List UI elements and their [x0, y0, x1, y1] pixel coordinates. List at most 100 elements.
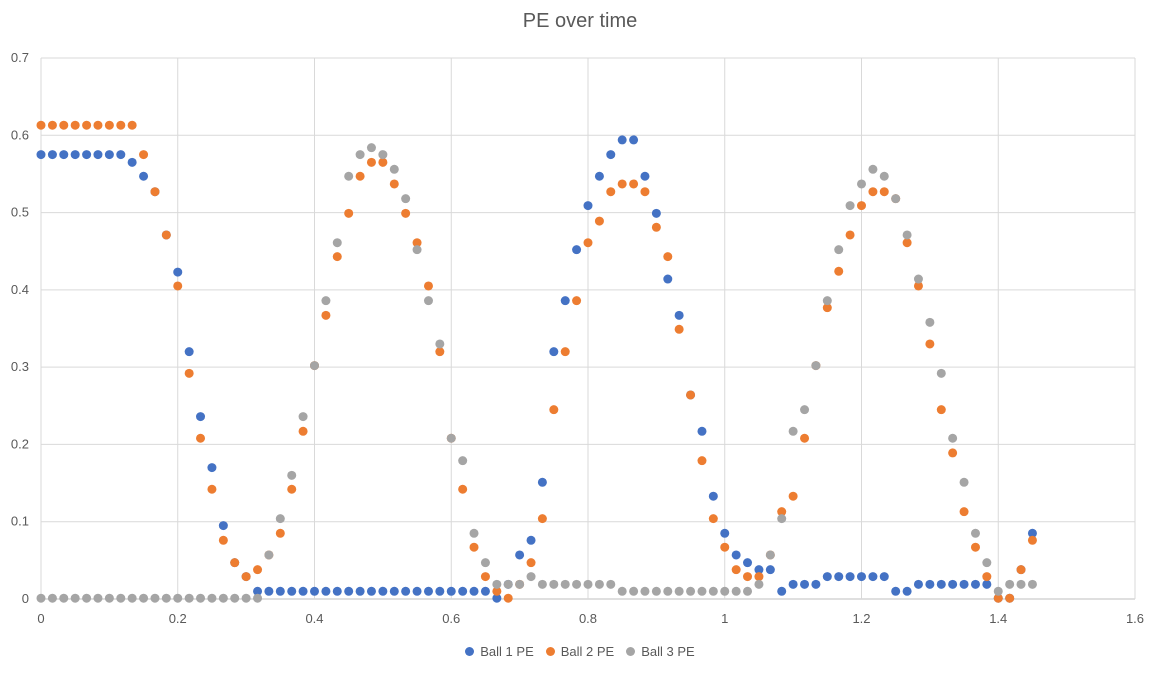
data-point-ball-3	[765, 550, 775, 560]
data-point-ball-2	[104, 120, 114, 130]
data-point-ball-2	[218, 535, 228, 545]
data-point-ball-3	[298, 412, 308, 422]
data-point-ball-2	[537, 514, 547, 524]
data-point-ball-3	[196, 593, 206, 603]
gridlines	[40, 57, 1136, 600]
data-point-ball-3	[879, 171, 889, 181]
data-point-ball-1	[788, 579, 798, 589]
data-point-ball-1	[378, 586, 388, 596]
data-point-ball-2	[526, 558, 536, 568]
data-point-ball-3	[287, 470, 297, 480]
data-point-ball-3	[788, 426, 798, 436]
data-point-ball-3	[47, 593, 57, 603]
data-point-ball-2	[982, 572, 992, 582]
data-point-ball-2	[184, 368, 194, 378]
data-point-ball-3	[537, 579, 547, 589]
data-point-ball-1	[822, 572, 832, 582]
data-point-ball-3	[1016, 579, 1026, 589]
data-point-ball-1	[332, 586, 342, 596]
data-point-ball-3	[993, 586, 1003, 596]
data-point-ball-2	[366, 157, 376, 167]
data-point-ball-3	[173, 593, 183, 603]
y-tick-label: 0	[22, 591, 29, 606]
data-point-ball-2	[777, 507, 787, 517]
data-point-ball-1	[344, 586, 354, 596]
data-point-ball-2	[127, 120, 137, 130]
data-point-ball-1	[435, 586, 445, 596]
data-point-ball-1	[720, 528, 730, 538]
data-point-ball-3	[253, 593, 263, 603]
data-point-ball-1	[127, 157, 137, 167]
x-tick-label: 0.2	[169, 611, 187, 626]
data-point-ball-3	[572, 579, 582, 589]
x-tick-label: 1.4	[989, 611, 1007, 626]
data-point-ball-3	[492, 579, 502, 589]
x-tick-label: 1.2	[852, 611, 870, 626]
data-point-ball-1	[355, 586, 365, 596]
data-point-ball-1	[925, 579, 935, 589]
data-point-ball-2	[754, 572, 764, 582]
data-point-ball-1	[959, 579, 969, 589]
data-point-ball-1	[298, 586, 308, 596]
data-point-ball-3	[218, 593, 228, 603]
data-point-ball-3	[663, 586, 673, 596]
data-point-ball-1	[572, 245, 582, 255]
x-tick-label: 1	[721, 611, 728, 626]
data-point-ball-3	[36, 593, 46, 603]
data-point-ball-2	[469, 542, 479, 552]
data-point-ball-3	[982, 558, 992, 568]
data-point-ball-3	[834, 245, 844, 255]
data-point-ball-2	[720, 542, 730, 552]
data-point-ball-1	[663, 274, 673, 284]
data-point-ball-2	[116, 120, 126, 130]
legend-marker-ball-2	[545, 647, 555, 656]
data-point-ball-3	[344, 171, 354, 181]
data-point-ball-1	[526, 535, 536, 545]
data-point-ball-3	[275, 514, 285, 524]
data-point-ball-2	[36, 120, 46, 130]
data-point-ball-2	[389, 179, 399, 189]
data-point-ball-3	[503, 579, 513, 589]
data-point-ball-1	[617, 135, 627, 145]
data-point-ball-2	[993, 593, 1003, 603]
data-point-ball-1	[674, 310, 684, 320]
data-point-ball-3	[104, 593, 114, 603]
data-point-ball-1	[970, 579, 980, 589]
data-point-ball-3	[606, 579, 616, 589]
data-point-ball-3	[822, 296, 832, 306]
data-point-ball-1	[537, 477, 547, 487]
data-point-ball-1	[583, 201, 593, 211]
data-point-ball-1	[401, 586, 411, 596]
data-point-ball-3	[743, 586, 753, 596]
data-point-ball-1	[47, 150, 57, 160]
data-point-ball-3	[469, 528, 479, 538]
data-point-ball-1	[93, 150, 103, 160]
data-point-ball-2	[583, 238, 593, 248]
data-point-ball-2	[150, 187, 160, 197]
data-point-ball-2	[948, 448, 958, 458]
data-point-ball-1	[287, 586, 297, 596]
data-point-ball-1	[948, 579, 958, 589]
data-point-ball-1	[640, 171, 650, 181]
legend-label-ball-2: Ball 2 PE	[560, 644, 615, 659]
data-point-ball-2	[1027, 535, 1037, 545]
data-point-ball-3	[720, 586, 730, 596]
data-point-ball-3	[560, 579, 570, 589]
data-point-ball-3	[526, 572, 536, 582]
data-point-ball-3	[412, 245, 422, 255]
data-point-ball-3	[389, 164, 399, 174]
data-point-ball-1	[936, 579, 946, 589]
data-point-ball-1	[834, 572, 844, 582]
data-point-ball-2	[560, 347, 570, 357]
data-point-ball-3	[310, 361, 319, 371]
data-point-ball-2	[458, 484, 468, 494]
data-point-ball-3	[640, 586, 650, 596]
data-point-ball-3	[754, 579, 764, 589]
y-tick-label: 0.4	[11, 282, 29, 297]
data-point-ball-3	[161, 593, 171, 603]
data-point-ball-3	[549, 579, 559, 589]
data-point-ball-1	[629, 135, 639, 145]
data-point-ball-2	[629, 179, 639, 189]
legend-item-ball-2: Ball 2 PE	[545, 644, 615, 659]
data-point-ball-2	[287, 484, 297, 494]
